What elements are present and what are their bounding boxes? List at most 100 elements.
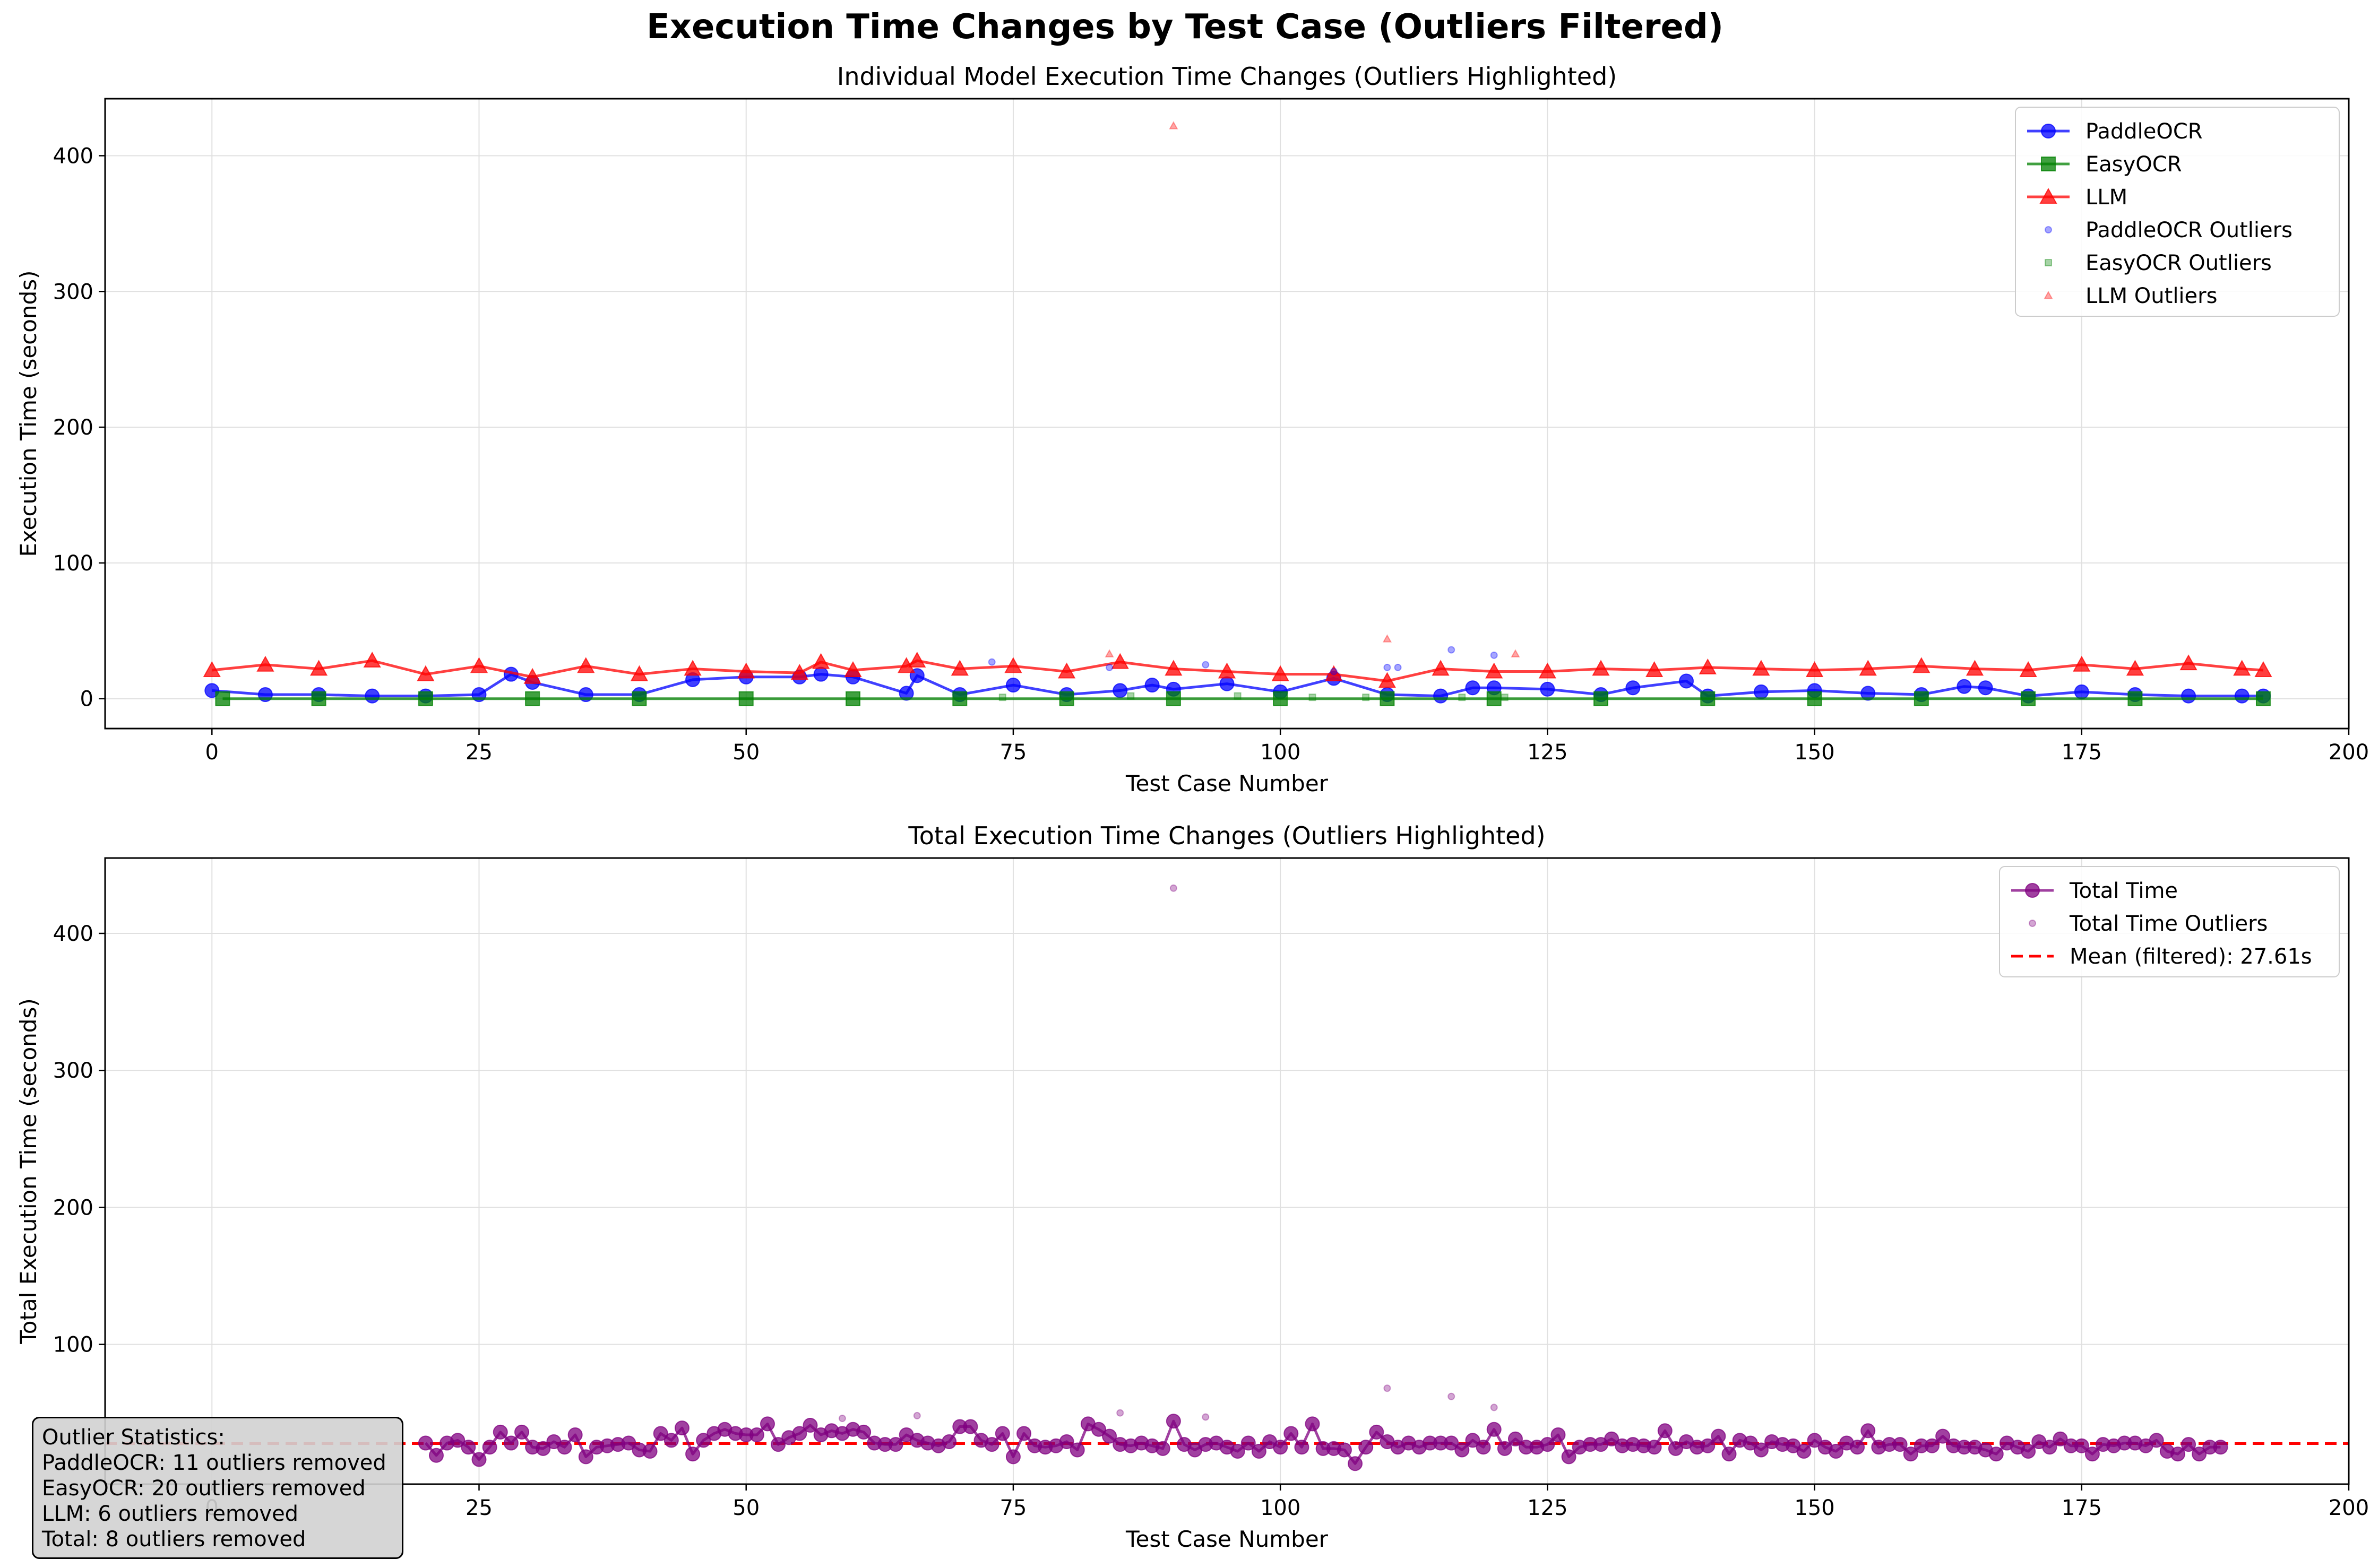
outlier-point — [1511, 649, 1520, 657]
x-axis-label: Test Case Number — [1125, 1526, 1329, 1552]
data-point — [417, 665, 435, 681]
data-point — [363, 652, 381, 668]
data-point — [2181, 1437, 2196, 1452]
series-easyocr-outliers — [998, 692, 1509, 701]
data-point — [2213, 1440, 2228, 1455]
data-point — [856, 1424, 872, 1440]
outlier-point — [1169, 884, 1177, 892]
x-tick-label: 100 — [1260, 1496, 1300, 1520]
data-point — [2255, 691, 2271, 706]
data-point — [1005, 1449, 1021, 1465]
legend-label: EasyOCR Outliers — [2085, 251, 2272, 275]
y-tick-label: 400 — [53, 144, 93, 168]
data-point — [2021, 691, 2036, 706]
stats-line-easy: EasyOCR: 20 outliers removed — [42, 1476, 366, 1501]
data-point — [812, 653, 830, 669]
x-tick-label: 25 — [466, 740, 493, 765]
data-point — [1860, 1423, 1876, 1439]
data-point — [1807, 691, 1822, 706]
data-point — [2235, 0, 2249, 7]
data-point — [471, 1452, 487, 1467]
data-point — [1668, 1441, 1683, 1456]
data-point — [1486, 691, 1502, 706]
legend-marker — [2045, 226, 2052, 233]
x-tick-label: 200 — [2329, 1496, 2369, 1520]
data-point — [1828, 1444, 1843, 1459]
x-tick-label: 75 — [999, 1496, 1027, 1520]
data-point — [908, 652, 926, 668]
x-tick-label: 50 — [732, 1496, 760, 1520]
data-point — [1486, 1422, 1502, 1437]
data-point — [2019, 661, 2037, 677]
data-point — [1016, 1426, 1032, 1441]
outlier-point — [1490, 651, 1498, 659]
data-point — [1796, 1444, 1812, 1459]
data-point — [1005, 678, 1021, 693]
data-point — [1059, 691, 1074, 706]
series-total-time-outliers — [838, 884, 1498, 1423]
legend-label: LLM Outliers — [2085, 284, 2217, 308]
y-axis-label: Total Execution Time (seconds) — [15, 998, 41, 1344]
data-point — [1540, 681, 1555, 697]
data-point — [577, 657, 595, 673]
legend-marker — [2044, 291, 2053, 299]
data-point — [771, 1437, 786, 1452]
data-point — [663, 1433, 679, 1448]
data-point — [685, 1446, 701, 1462]
outlier-point — [1202, 1413, 1210, 1421]
x-axis-label: Test Case Number — [1125, 770, 1329, 796]
data-point — [632, 691, 647, 706]
data-point — [1753, 684, 1769, 699]
data-point — [1271, 665, 1289, 681]
data-point — [2074, 1438, 2089, 1453]
outlier-statistics-box: Outlier Statistics: PaddleOCR: 11 outlie… — [32, 1417, 403, 1559]
outlier-point — [988, 658, 996, 666]
data-point — [2233, 660, 2251, 676]
data-point — [1218, 662, 1236, 679]
data-point — [1251, 1444, 1266, 1459]
y-tick-label: 100 — [53, 551, 93, 576]
legend-label: LLM — [2085, 185, 2127, 210]
outlier-point — [1308, 694, 1316, 701]
data-point — [2021, 1444, 2036, 1459]
legend: PaddleOCR EasyOCR LLM PaddleOCR Outliers Eas… — [2015, 107, 2340, 317]
data-point — [482, 1440, 497, 1455]
outlier-point — [1382, 634, 1392, 643]
data-point — [2084, 1446, 2100, 1462]
data-point — [428, 1448, 444, 1463]
data-point — [1805, 661, 1824, 677]
x-tick-label: 100 — [1260, 740, 1300, 765]
legend-label: EasyOCR — [2085, 152, 2182, 177]
stats-line-paddle: PaddleOCR: 11 outliers removed — [42, 1451, 386, 1475]
data-point — [995, 1426, 1010, 1441]
data-point — [1305, 1416, 1320, 1432]
data-point — [1507, 1431, 1523, 1446]
data-point — [1700, 691, 1716, 706]
plot-area — [105, 0, 2349, 1471]
data-point — [1465, 1433, 1480, 1448]
axes-frame — [104, 857, 2350, 1485]
outlier-point — [1490, 1404, 1498, 1411]
data-point — [2149, 1433, 2164, 1448]
data-point — [503, 1435, 519, 1451]
data-point — [1337, 1442, 1352, 1458]
x-tick-label: 0 — [205, 740, 219, 765]
data-point — [803, 1417, 818, 1433]
outlier-point — [1202, 661, 1210, 669]
outlier-point — [998, 694, 1006, 701]
data-point — [470, 657, 488, 673]
data-point — [630, 665, 649, 681]
data-point — [1743, 1435, 1758, 1451]
data-point — [1625, 680, 1641, 696]
series-total-time — [418, 0, 2249, 1471]
data-point — [514, 1424, 530, 1440]
legend-marker — [2045, 259, 2052, 266]
data-point — [1903, 1446, 1918, 1462]
data-point — [418, 1435, 433, 1451]
x-tick-label: 125 — [1527, 740, 1567, 765]
data-point — [888, 1437, 903, 1452]
x-tick-label: 25 — [466, 1496, 493, 1520]
stats-title: Outlier Statistics: — [42, 1425, 225, 1450]
legend-marker — [2029, 920, 2036, 927]
data-point — [1348, 1456, 1363, 1471]
